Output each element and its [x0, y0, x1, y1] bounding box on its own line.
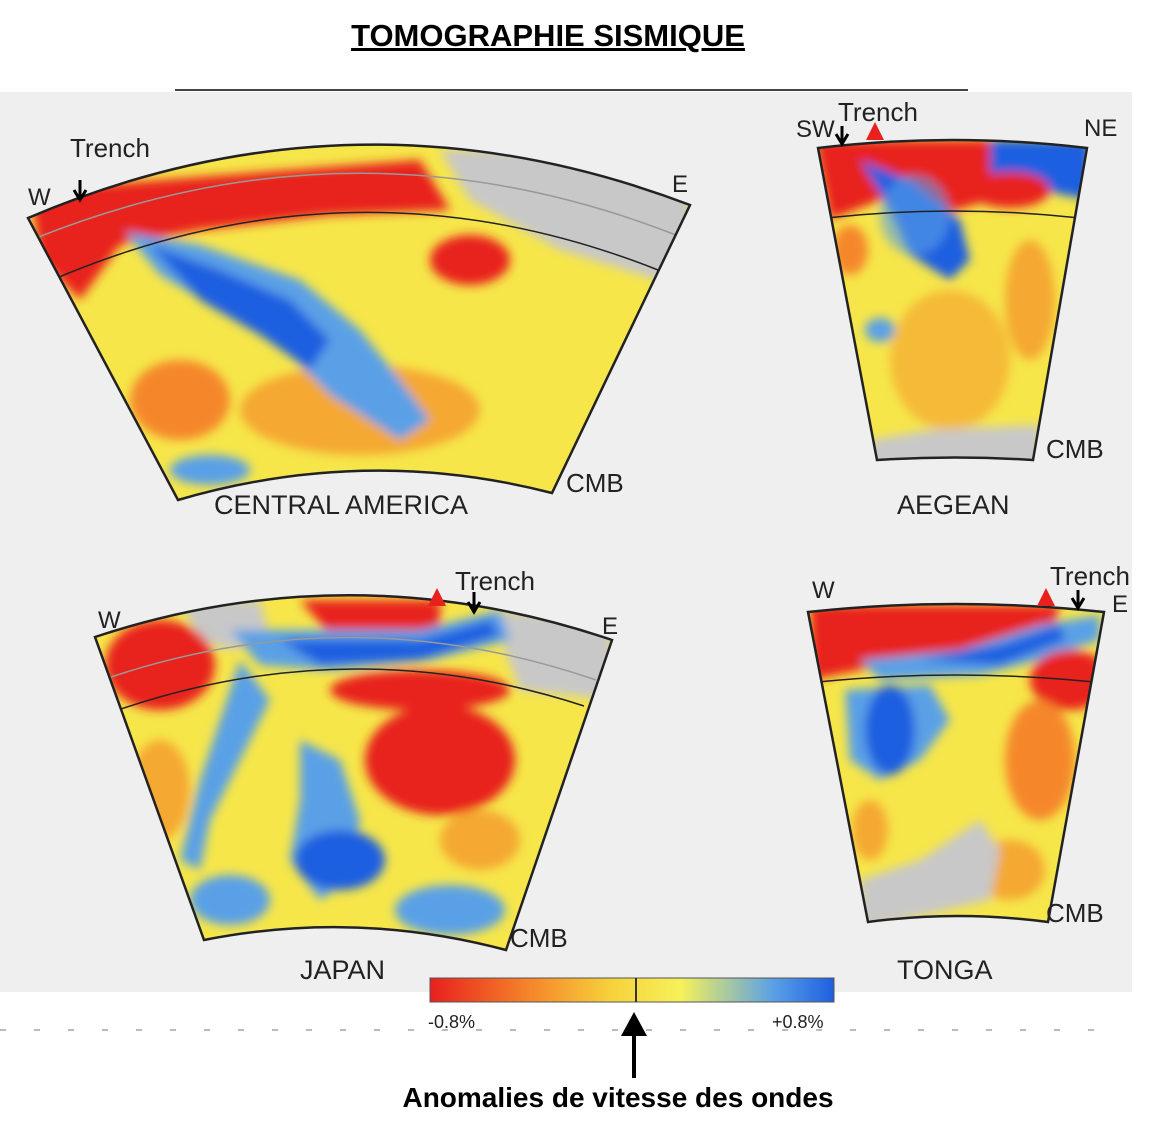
panel-name: TONGA — [897, 955, 993, 985]
colorbar-min-label: -0.8% — [428, 1012, 475, 1032]
trench-arrow-icon — [834, 126, 850, 147]
direction-left-label: W — [28, 184, 51, 211]
cmb-label: CMB — [510, 923, 568, 953]
direction-left-label: SW — [796, 116, 835, 143]
colorbar: -0.8% +0.8% — [428, 977, 835, 1032]
direction-right-label: NE — [1084, 115, 1117, 142]
trench-label: Trench — [455, 566, 535, 596]
panel-name: AEGEAN — [897, 490, 1010, 520]
colorbar-max-label: +0.8% — [772, 1012, 824, 1032]
cmb-label: CMB — [1046, 898, 1104, 928]
direction-right-label: E — [672, 171, 688, 198]
direction-right-label: E — [602, 613, 618, 640]
cmb-label: CMB — [1046, 434, 1104, 464]
trench-arrow-icon — [72, 180, 88, 203]
direction-right-label: E — [1112, 591, 1128, 618]
trench-label: Trench — [838, 97, 918, 127]
cmb-label: CMB — [566, 468, 624, 498]
volcano-icon — [1037, 588, 1055, 606]
trench-label: Trench — [70, 133, 150, 163]
trench-arrow-icon — [1070, 590, 1086, 611]
figure-caption: Anomalies de vitesse des ondes — [402, 1082, 834, 1113]
up-arrow-icon — [621, 1012, 647, 1078]
panel-name: CENTRAL AMERICA — [214, 490, 468, 520]
trench-label: Trench — [1050, 561, 1130, 591]
direction-left-label: W — [812, 577, 835, 604]
panel-japan: Trench W E CMB JAPAN — [93, 566, 618, 985]
direction-left-label: W — [98, 607, 121, 634]
volcano-icon — [428, 588, 446, 606]
page-title: TOMOGRAPHIE SISMIQUE — [351, 18, 745, 53]
volcano-icon — [866, 122, 884, 140]
panel-name: JAPAN — [300, 955, 385, 985]
panel-tonga: Trench W E CMB TONGA — [806, 561, 1130, 985]
trench-arrow-icon — [466, 592, 482, 615]
colorbar-gradient — [429, 977, 835, 1003]
